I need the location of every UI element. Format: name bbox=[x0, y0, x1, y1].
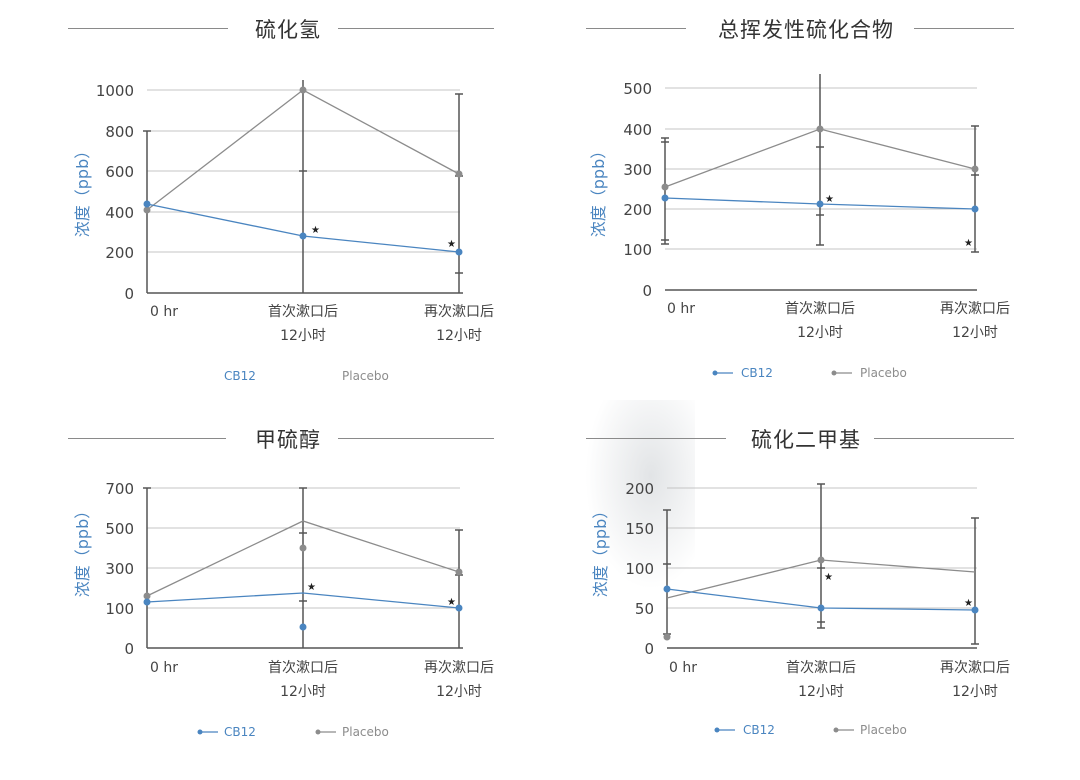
svg-text:0: 0 bbox=[124, 285, 134, 303]
svg-text:Placebo: Placebo bbox=[860, 366, 907, 380]
svg-text:100: 100 bbox=[625, 560, 654, 578]
y-axis-label: 浓度（ppb） bbox=[73, 143, 92, 237]
chart-dms: 200 150 100 50 0 浓度（ppb） ★ ★ 0 hr 首次漱口后 … bbox=[591, 480, 1010, 737]
svg-text:500: 500 bbox=[105, 520, 134, 538]
svg-text:1000: 1000 bbox=[96, 82, 134, 100]
svg-text:0: 0 bbox=[644, 640, 654, 658]
svg-text:Placebo: Placebo bbox=[342, 725, 389, 739]
svg-text:0: 0 bbox=[642, 282, 652, 300]
svg-text:CB12: CB12 bbox=[224, 725, 256, 739]
chart-panel-dms: 硫化二甲基 bbox=[586, 424, 1026, 454]
svg-text:首次漱口后: 首次漱口后 bbox=[268, 660, 338, 676]
chart-panel-h2s: 硫化氢 bbox=[68, 14, 508, 394]
y-axis-label: 浓度（ppb） bbox=[591, 503, 610, 597]
title-rule-right bbox=[338, 28, 494, 29]
svg-text:首次漱口后: 首次漱口后 bbox=[785, 301, 855, 317]
title-rule-left bbox=[68, 438, 226, 439]
y-tick-labels: 1000 800 600 400 200 0 bbox=[96, 82, 134, 303]
background-shadow bbox=[585, 400, 695, 590]
svg-text:★: ★ bbox=[964, 238, 973, 249]
title-rule-left bbox=[68, 28, 228, 29]
svg-text:200: 200 bbox=[105, 244, 134, 262]
title-rule-right bbox=[874, 438, 1014, 439]
svg-text:400: 400 bbox=[623, 121, 652, 139]
svg-text:12小时: 12小时 bbox=[280, 684, 326, 700]
svg-text:再次漱口后: 再次漱口后 bbox=[424, 304, 494, 320]
svg-text:★: ★ bbox=[825, 194, 834, 205]
chart-title: 硫化氢 bbox=[255, 18, 321, 42]
chart-h2s: 1000 800 600 400 200 0 浓度（ppb） ★ ★ 0 hr … bbox=[73, 80, 494, 383]
legend: CB12 Placebo bbox=[197, 725, 389, 739]
chart-panel-vsc: 总挥发性硫化合物 bbox=[586, 14, 1026, 394]
svg-text:50: 50 bbox=[635, 600, 654, 618]
svg-text:12小时: 12小时 bbox=[798, 684, 844, 700]
chart-title: 硫化二甲基 bbox=[751, 428, 861, 452]
svg-text:200: 200 bbox=[623, 201, 652, 219]
legend: CB12 Placebo bbox=[714, 723, 907, 737]
svg-text:★: ★ bbox=[964, 598, 973, 609]
svg-text:首次漱口后: 首次漱口后 bbox=[268, 304, 338, 320]
svg-text:0 hr: 0 hr bbox=[150, 304, 178, 320]
svg-text:0: 0 bbox=[124, 640, 134, 658]
chart-title-row: 硫化氢 bbox=[68, 14, 508, 44]
title-rule-left bbox=[586, 438, 726, 439]
svg-text:300: 300 bbox=[623, 161, 652, 179]
legend-cb12: CB12 bbox=[224, 369, 256, 383]
chart-vsc: 500 400 300 200 100 0 浓度（ppb） 浓度（ppb） ★ … bbox=[589, 74, 1010, 380]
chart-methyl-mercaptan: 700 500 300 100 0 浓度（ppb） ★ ★ 0 hr 首次漱口后… bbox=[73, 480, 494, 739]
svg-text:★: ★ bbox=[447, 239, 456, 250]
error-bars bbox=[143, 80, 463, 293]
svg-text:200: 200 bbox=[625, 480, 654, 498]
svg-text:0 hr: 0 hr bbox=[667, 301, 695, 317]
svg-text:100: 100 bbox=[105, 600, 134, 618]
title-rule-right bbox=[338, 438, 494, 439]
legend: CB12 Placebo bbox=[712, 366, 907, 380]
title-rule-right bbox=[914, 28, 1014, 29]
svg-text:12小时: 12小时 bbox=[436, 328, 482, 344]
svg-text:0 hr: 0 hr bbox=[669, 660, 697, 676]
chart-title: 甲硫醇 bbox=[255, 428, 321, 452]
svg-text:再次漱口后: 再次漱口后 bbox=[940, 660, 1010, 676]
chart-title: 总挥发性硫化合物 bbox=[718, 18, 894, 42]
svg-text:0 hr: 0 hr bbox=[150, 660, 178, 676]
svg-text:再次漱口后: 再次漱口后 bbox=[940, 301, 1010, 317]
svg-text:12小时: 12小时 bbox=[280, 328, 326, 344]
chart-panel-methyl-mercaptan: 甲硫醇 bbox=[68, 424, 508, 454]
svg-text:500: 500 bbox=[623, 80, 652, 98]
svg-text:150: 150 bbox=[625, 520, 654, 538]
title-rule-left bbox=[586, 28, 686, 29]
svg-text:700: 700 bbox=[105, 480, 134, 498]
y-axis-label: 浓度（ppb） bbox=[589, 143, 608, 237]
svg-text:CB12: CB12 bbox=[743, 723, 775, 737]
y-axis-label: 浓度（ppb） bbox=[73, 503, 92, 597]
svg-text:★: ★ bbox=[447, 597, 456, 608]
svg-text:12小时: 12小时 bbox=[436, 684, 482, 700]
svg-text:100: 100 bbox=[623, 241, 652, 259]
svg-text:600: 600 bbox=[105, 163, 134, 181]
svg-text:12小时: 12小时 bbox=[952, 325, 998, 341]
svg-text:400: 400 bbox=[105, 204, 134, 222]
svg-text:300: 300 bbox=[105, 560, 134, 578]
svg-text:★: ★ bbox=[307, 582, 316, 593]
legend-placebo: Placebo bbox=[342, 369, 389, 383]
svg-text:12小时: 12小时 bbox=[797, 325, 843, 341]
svg-text:12小时: 12小时 bbox=[952, 684, 998, 700]
svg-text:★: ★ bbox=[311, 225, 320, 236]
svg-text:CB12: CB12 bbox=[741, 366, 773, 380]
svg-text:800: 800 bbox=[105, 123, 134, 141]
svg-text:Placebo: Placebo bbox=[860, 723, 907, 737]
svg-text:再次漱口后: 再次漱口后 bbox=[424, 660, 494, 676]
svg-text:首次漱口后: 首次漱口后 bbox=[786, 660, 856, 676]
svg-text:★: ★ bbox=[824, 572, 833, 583]
